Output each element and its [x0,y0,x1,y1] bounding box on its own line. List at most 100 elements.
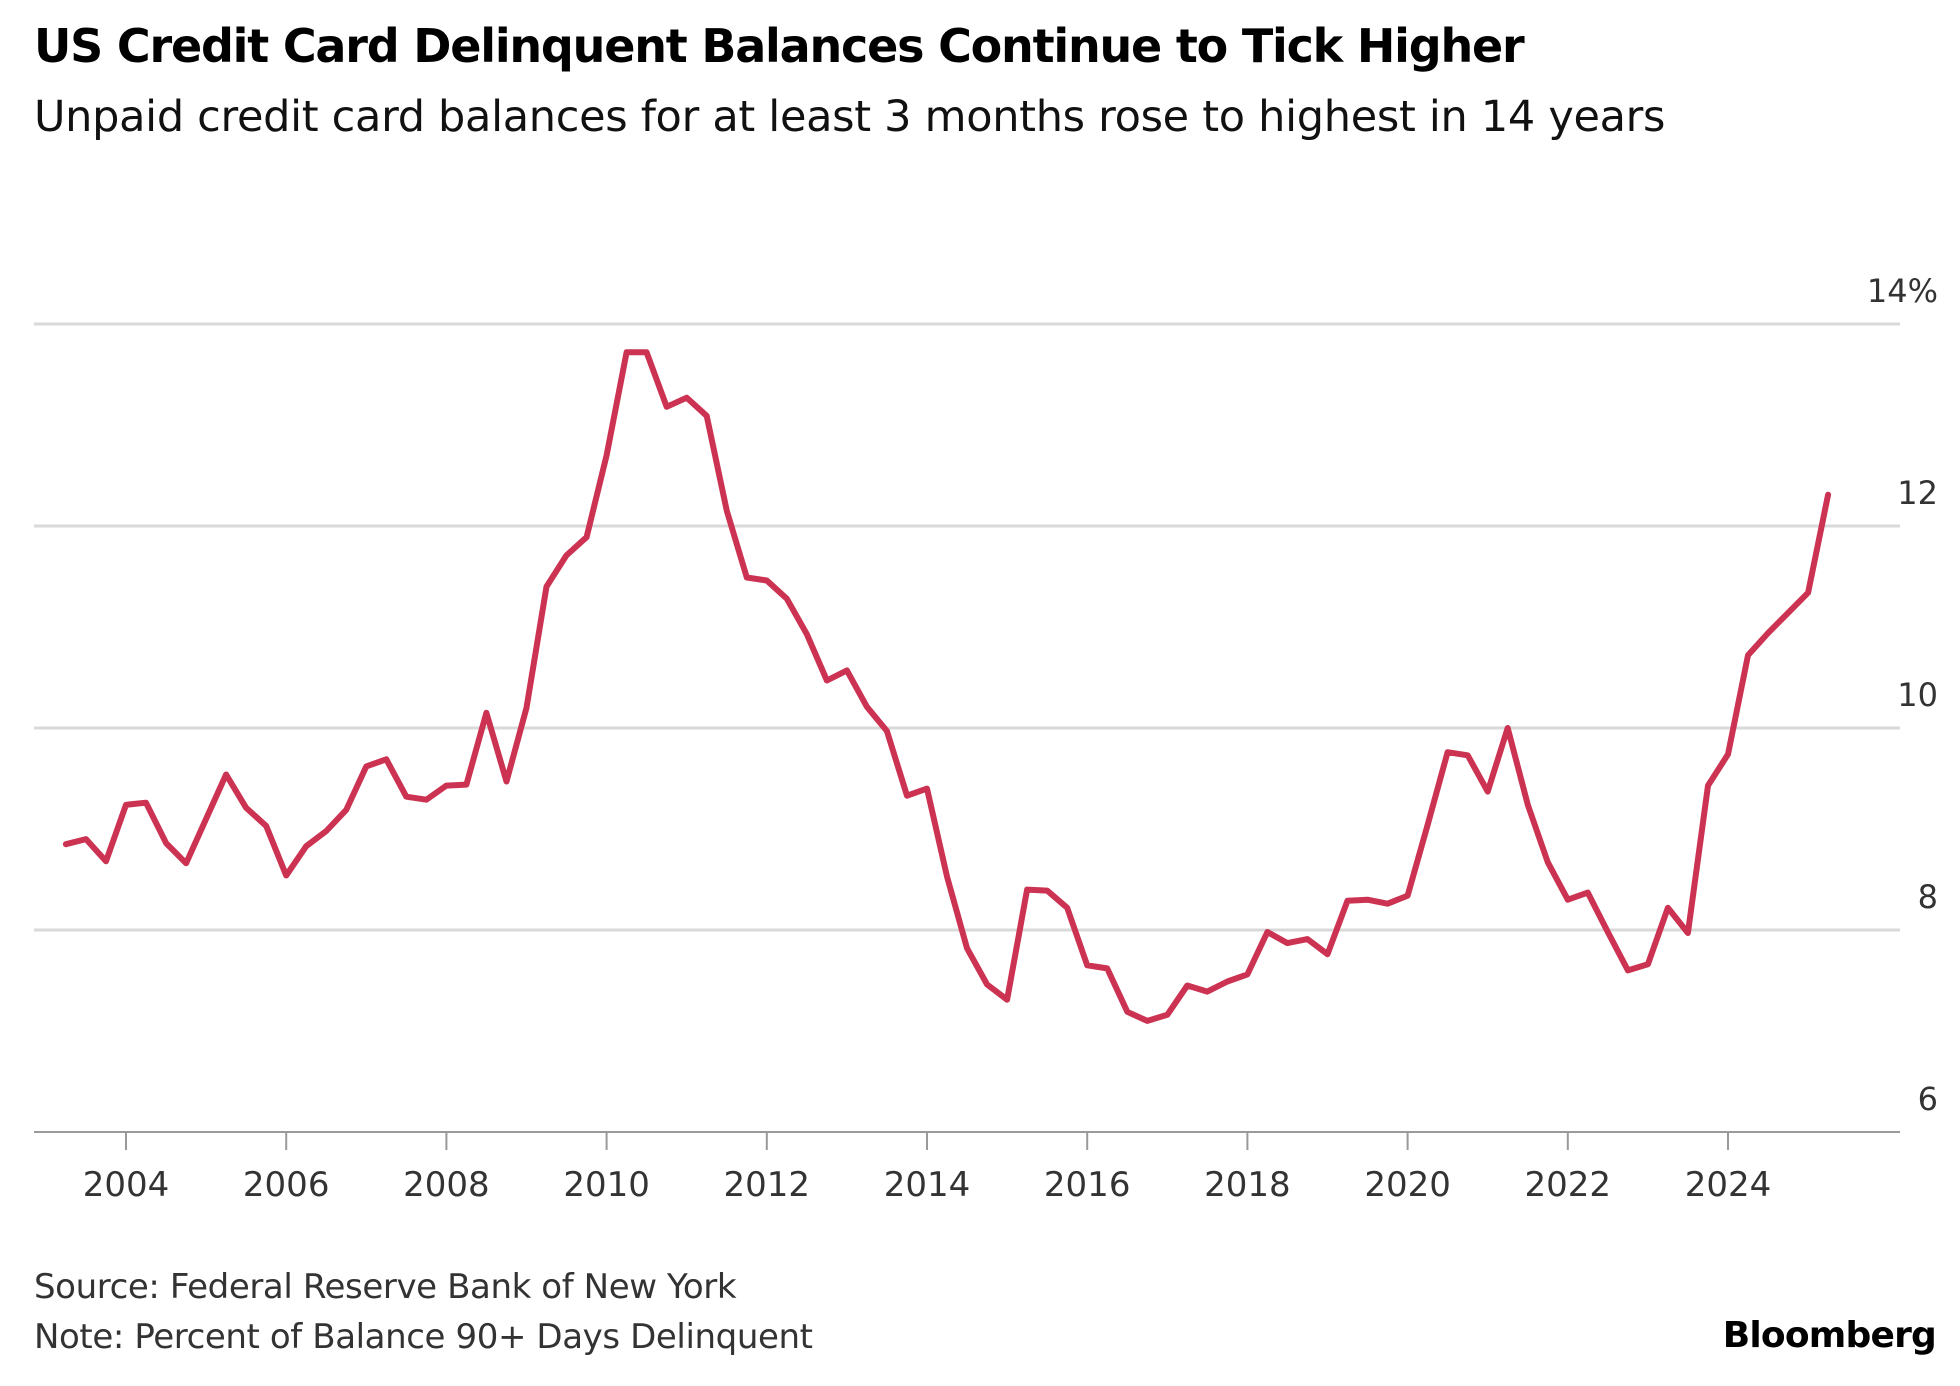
data-point [504,779,510,785]
x-tick-label-2018: 2018 [1204,1165,1291,1205]
x-tick-label-2004: 2004 [83,1165,170,1205]
data-point [1124,1009,1130,1015]
data-point [1765,630,1771,636]
data-point [1284,940,1290,946]
data-point [1024,887,1030,893]
data-point [1705,783,1711,789]
data-point [624,349,630,355]
series-layer [62,349,1832,1024]
data-point [1685,930,1691,936]
data-point [203,816,209,822]
data-point [964,945,970,951]
x-tick-label-2016: 2016 [1044,1165,1131,1205]
data-point [343,807,349,813]
data-point [784,596,790,602]
data-point [63,841,69,847]
data-point [463,782,469,788]
data-point [1485,789,1491,795]
y-tick-label-12: 12 [1897,474,1938,512]
gridlines [34,322,1900,1133]
data-point [944,874,950,880]
data-point [844,667,850,673]
data-point [764,578,770,584]
data-point [1725,751,1731,757]
data-point [1104,965,1110,971]
data-point [684,395,690,401]
x-tick-label-2008: 2008 [403,1165,490,1205]
data-point [984,982,990,988]
data-point [163,840,169,846]
data-point [804,631,810,637]
data-point [644,349,650,355]
data-point [1244,971,1250,977]
data-point [243,805,249,811]
data-point [524,705,530,711]
data-point [904,793,910,799]
data-point [1164,1012,1170,1018]
data-point [1585,890,1591,896]
data-point [403,794,409,800]
note-text: Note: Percent of Balance 90+ Days Delinq… [34,1317,813,1357]
data-point [1785,610,1791,616]
chart-subtitle: Unpaid credit card balances for at least… [34,92,1666,142]
data-point [1405,893,1411,899]
data-point [1365,897,1371,903]
data-point [1465,752,1471,758]
data-point [1605,929,1611,935]
data-point [443,783,449,789]
data-point [564,552,570,558]
x-tick-label-2020: 2020 [1364,1165,1451,1205]
y-tick-label-6: 6 [1918,1080,1938,1118]
data-point [584,534,590,540]
x-tick-label-2022: 2022 [1525,1165,1612,1205]
data-point [363,763,369,769]
data-point [483,710,489,716]
data-point [1305,936,1311,942]
data-point [604,452,610,458]
data-point [924,786,930,792]
chart-title: US Credit Card Delinquent Balances Conti… [34,19,1525,73]
data-point [664,404,670,410]
x-tick-label-2024: 2024 [1685,1165,1772,1205]
source-text: Source: Federal Reserve Bank of New York [34,1267,737,1307]
data-point [1425,822,1431,828]
bloomberg-logo: Bloomberg [1722,1315,1937,1356]
x-axis: 2004 2006 2008 2010 2012 2014 2016 2018 2020 2022… [83,1132,1772,1205]
data-point [183,860,189,866]
data-point [423,797,429,803]
data-point [123,802,129,808]
x-tick-label-2014: 2014 [884,1165,971,1205]
data-point [303,843,309,849]
data-point [1044,888,1050,894]
data-point [1144,1018,1150,1024]
data-point [1204,989,1210,995]
data-point [323,828,329,834]
data-point [1264,929,1270,935]
y-tick-label-8: 8 [1918,878,1938,916]
y-axis: 6 8 10 12 14% [1867,272,1938,1118]
data-point [1625,967,1631,973]
data-point [1184,983,1190,989]
data-point [103,858,109,864]
y-tick-label-14: 14% [1867,272,1938,310]
data-point [704,413,710,419]
data-point [143,800,149,806]
data-point [884,728,890,734]
data-point [1525,802,1531,808]
x-tick-label-2010: 2010 [563,1165,650,1205]
data-point [283,873,289,879]
data-point [1505,725,1511,731]
y-tick-label-10: 10 [1897,676,1938,714]
data-point [263,823,269,829]
data-point [1665,905,1671,911]
data-point [1325,951,1331,957]
data-point [1645,961,1651,967]
data-point [1345,898,1351,904]
data-point [824,678,830,684]
data-point [544,584,550,590]
data-point [383,756,389,762]
data-point [1064,905,1070,911]
data-point [1445,749,1451,755]
data-point [864,704,870,710]
